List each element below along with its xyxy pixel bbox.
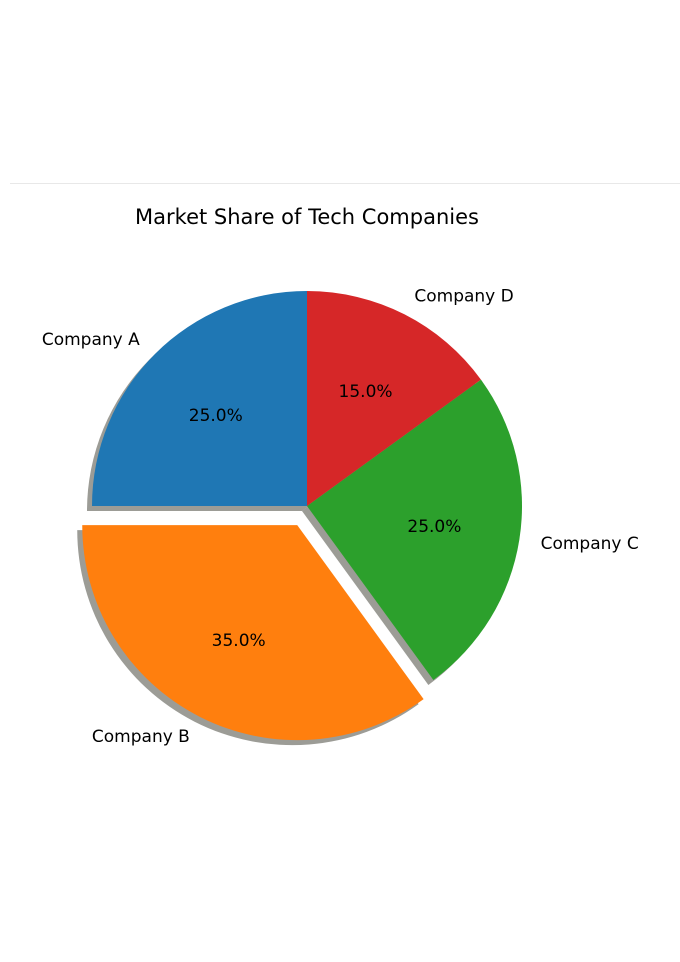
pct-label-company-c: 25.0% <box>407 517 461 537</box>
slices-layer <box>82 291 522 741</box>
label-company-b: Company B <box>92 727 190 747</box>
pct-label-company-a: 25.0% <box>189 406 243 426</box>
label-company-c: Company C <box>541 534 639 554</box>
slice-company-d <box>307 291 481 506</box>
top-divider <box>10 183 680 184</box>
chart-title: Market Share of Tech Companies <box>135 205 479 229</box>
pct-label-company-d: 15.0% <box>339 382 393 402</box>
slice-company-b <box>82 525 424 741</box>
slice-company-a <box>92 291 307 506</box>
slice-company-c <box>307 379 522 680</box>
label-company-d: Company D <box>414 286 513 306</box>
labels-layer: Company A 25.0% Company B 35.0% Company C 25.… <box>42 286 639 747</box>
pct-label-company-b: 35.0% <box>212 631 266 651</box>
label-company-a: Company A <box>42 330 140 350</box>
